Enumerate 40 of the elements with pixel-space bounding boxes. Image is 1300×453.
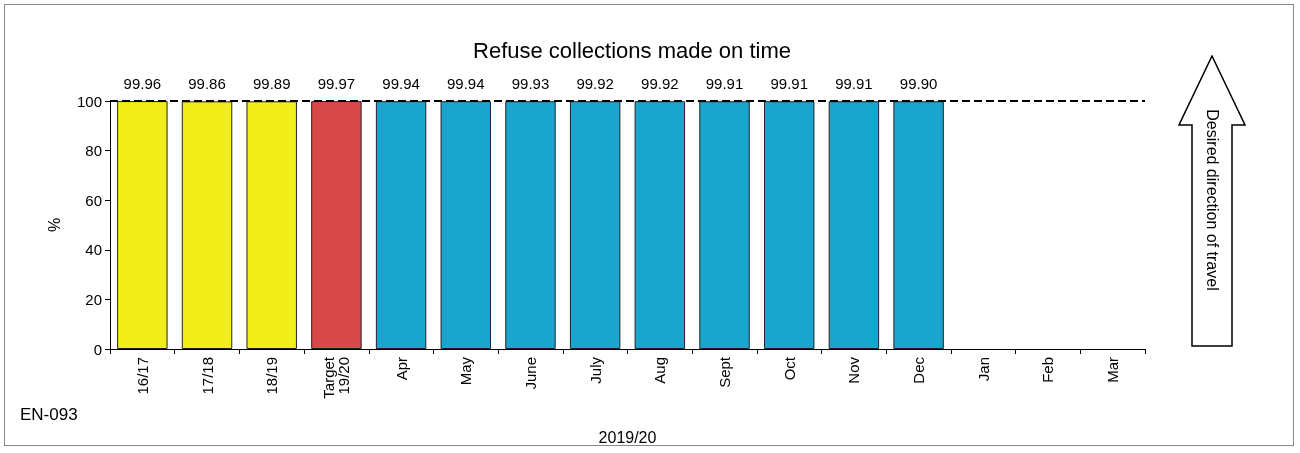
x-tick-label: Sept: [716, 356, 734, 388]
data-label: 99.96: [123, 75, 162, 93]
x-tick-label: 17/18: [198, 357, 216, 395]
text: Desired direction of travel: [1203, 109, 1221, 291]
data-label: 99.94: [382, 75, 420, 93]
x-tick-label: 18/19: [263, 357, 281, 395]
data-label: 99.91: [835, 75, 873, 93]
x-tick-label: Jan: [974, 357, 992, 382]
y-tick-label: 100: [76, 92, 102, 110]
text: EN-093: [20, 405, 78, 425]
x-tick-label: July: [586, 356, 604, 384]
data-label: 99.94: [447, 75, 485, 93]
x-axis-title: 2019/20: [598, 428, 657, 446]
data-label: 99.89: [252, 75, 291, 93]
x-tick-label: Apr: [392, 357, 410, 381]
data-label: 99.91: [770, 75, 808, 93]
data-label: 99.93: [511, 75, 550, 93]
y-tick-label: 80: [85, 142, 102, 160]
y-axis-title: %: [45, 217, 63, 233]
chart-title: Refuse collections made on time: [473, 37, 791, 63]
x-tick-label: Dec: [910, 356, 928, 384]
data-label: 99.90: [899, 75, 938, 93]
data-label: 99.92: [576, 75, 614, 93]
x-tick-label: 16/17: [133, 357, 151, 395]
data-label: 99.86: [188, 75, 226, 93]
x-tick-label: Target 19/20: [320, 356, 353, 399]
x-tick-label: June: [521, 357, 539, 390]
y-tick-label: 60: [85, 191, 102, 209]
x-tick-label: Oct: [780, 356, 798, 381]
y-tick-label: 0: [93, 340, 102, 358]
x-tick-label: Mar: [1104, 357, 1122, 383]
data-label: 99.92: [641, 75, 679, 93]
data-label: 99.97: [317, 75, 356, 93]
x-tick-label: Aug: [651, 357, 669, 384]
data-label: 99.91: [705, 75, 744, 93]
x-tick-label: May: [457, 356, 475, 386]
x-tick-label: Feb: [1039, 357, 1057, 383]
y-tick-label: 20: [85, 290, 102, 308]
x-tick-label: Nov: [845, 356, 863, 384]
y-tick-label: 40: [85, 241, 102, 259]
